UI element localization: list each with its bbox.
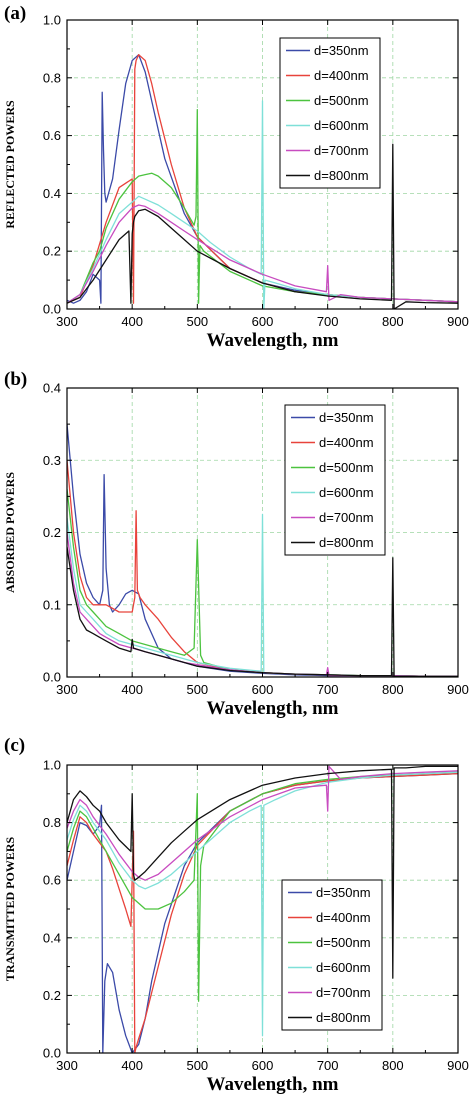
y-tick-label: 0.0 <box>43 302 61 317</box>
y-tick-label: 1.0 <box>43 758 61 773</box>
y-tick-label: 0.0 <box>43 1046 61 1061</box>
x-tick-label: 900 <box>447 314 469 329</box>
y-tick-label: 0.4 <box>43 930 61 945</box>
legend: d=350nm d=400nm d=500nm d=600nm d=700nm d=800… <box>281 879 383 1031</box>
y-tick-label: 0.4 <box>43 381 61 396</box>
legend-entry: d=400nm <box>319 435 374 450</box>
series-group <box>67 54 458 309</box>
x-tick-label: 600 <box>252 1058 274 1073</box>
x-tick-label: 300 <box>56 1058 78 1073</box>
x-tick-label: 400 <box>121 314 143 329</box>
legend-entry: d=700nm <box>316 985 371 1000</box>
y-axis-title: ABSORBED POWERS <box>3 472 17 593</box>
series-group <box>67 765 458 1053</box>
series-line-d-800nm <box>67 765 458 979</box>
x-tick-label: 900 <box>447 682 469 697</box>
x-tick-label: 700 <box>317 314 339 329</box>
legend-entry: d=400nm <box>316 910 371 925</box>
legend-entry: d=350nm <box>316 885 371 900</box>
legend-entry: d=600nm <box>319 485 374 500</box>
y-tick-label: 0.6 <box>43 873 61 888</box>
x-tick-label: 300 <box>56 682 78 697</box>
series-line-d-800nm <box>67 143 458 309</box>
x-tick-label: 500 <box>186 682 208 697</box>
x-axis-title: Wavelength, nm <box>207 698 339 719</box>
y-tick-label: 0.2 <box>43 244 61 259</box>
series-line-d-700nm <box>67 204 458 304</box>
chart-panel-3: 300 400 500 600 700 800 900 0.0 0.2 0.4 0.6 0.8 1.0 (… <box>3 735 469 1095</box>
legend-box <box>281 879 383 1031</box>
x-axis-title: Wavelength, nm <box>207 1074 339 1095</box>
series-line-d-700nm <box>67 765 458 881</box>
series-line-d-500nm <box>67 771 458 1002</box>
series-line-d-800nm <box>67 546 458 677</box>
y-tick-label: 0.0 <box>43 670 61 685</box>
legend-box <box>279 37 381 189</box>
y-tick-label: 0.4 <box>43 186 61 201</box>
legend-entry: d=600nm <box>316 960 371 975</box>
x-tick-label: 600 <box>252 314 274 329</box>
legend-entry: d=700nm <box>314 143 369 158</box>
legend-entry: d=800nm <box>319 535 374 550</box>
x-axis-title: Wavelength, nm <box>207 330 339 351</box>
y-axis-title: REFLECTED POWERS <box>3 100 17 229</box>
x-tick-label: 600 <box>252 682 274 697</box>
y-tick-label: 0.3 <box>43 453 61 468</box>
series-line-d-350nm <box>67 54 458 304</box>
series-line-d-600nm <box>67 100 458 309</box>
y-tick-label: 0.6 <box>43 128 61 143</box>
series-line-d-350nm <box>67 424 458 677</box>
x-tick-label: 700 <box>317 1058 339 1073</box>
legend-entry: d=350nm <box>319 410 374 425</box>
legend: d=350nm d=400nm d=500nm d=600nm d=700nm d=800… <box>284 404 386 556</box>
x-tick-label: 500 <box>186 314 208 329</box>
legend-entry: d=700nm <box>319 510 374 525</box>
legend-entry: d=400nm <box>314 68 369 83</box>
panel-label: (b) <box>4 369 27 390</box>
legend-entry: d=800nm <box>314 168 369 183</box>
legend-entry: d=800nm <box>316 1010 371 1025</box>
y-axis-title: TRANSMITTED POWERS <box>3 836 17 981</box>
y-tick-label: 0.2 <box>43 525 61 540</box>
legend-entry: d=500nm <box>316 935 371 950</box>
x-tick-label: 400 <box>121 682 143 697</box>
legend-entry: d=500nm <box>314 93 369 108</box>
chart-panel-2: 300 400 500 600 700 800 900 0.0 0.1 0.2 0.3 0.4 (b) W… <box>3 369 469 719</box>
y-tick-label: 0.2 <box>43 988 61 1003</box>
x-tick-label: 300 <box>56 314 78 329</box>
y-tick-label: 0.1 <box>43 597 61 612</box>
y-tick-label: 0.8 <box>43 70 61 85</box>
x-tick-label: 400 <box>121 1058 143 1073</box>
legend: d=350nm d=400nm d=500nm d=600nm d=700nm d=800… <box>279 37 381 189</box>
series-line-d-600nm <box>67 771 458 1037</box>
panel-label: (c) <box>4 735 25 756</box>
series-line-d-500nm <box>67 108 458 304</box>
y-tick-label: 1.0 <box>43 13 61 28</box>
legend-entry: d=350nm <box>314 43 369 58</box>
x-tick-label: 800 <box>382 682 404 697</box>
legend-box <box>284 404 386 556</box>
series-line-d-600nm <box>67 513 458 677</box>
x-tick-label: 500 <box>186 1058 208 1073</box>
legend-entry: d=500nm <box>319 460 374 475</box>
y-tick-label: 0.8 <box>43 815 61 830</box>
series-line-d-400nm <box>67 772 458 1053</box>
x-tick-label: 700 <box>317 682 339 697</box>
panel-label: (a) <box>4 3 26 24</box>
x-tick-label: 900 <box>447 1058 469 1073</box>
chart-panel-1: 300 400 500 600 700 800 900 0.0 0.2 0.4 0.6 0.8 1.0 (… <box>3 3 469 351</box>
x-tick-label: 800 <box>382 1058 404 1073</box>
x-tick-label: 800 <box>382 314 404 329</box>
legend-entry: d=600nm <box>314 118 369 133</box>
